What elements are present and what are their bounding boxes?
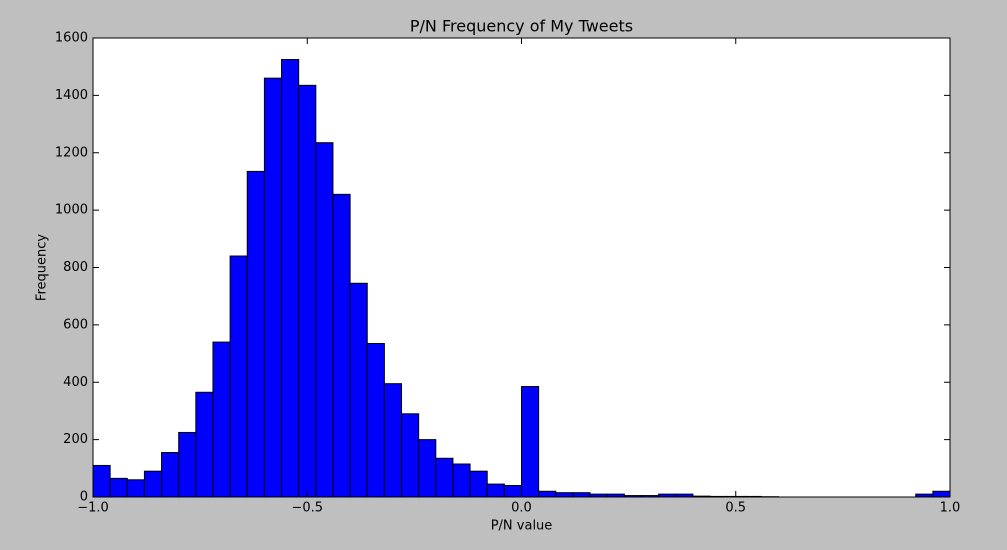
bar — [538, 490, 557, 498]
x-tick-label: −0.5 — [291, 501, 323, 516]
x-tick-label: 1.0 — [940, 501, 961, 516]
bar — [383, 383, 403, 498]
bar — [195, 391, 214, 498]
bar — [521, 386, 540, 498]
bar — [178, 431, 197, 498]
bar — [263, 77, 283, 498]
bar — [418, 439, 437, 498]
bar — [555, 492, 574, 498]
x-axis-label: P/N value — [491, 519, 553, 534]
y-tick-label: 1400 — [55, 88, 88, 103]
bar — [109, 477, 128, 498]
y-axis-label: Frequency — [35, 234, 50, 301]
y-tick-label: 1600 — [55, 31, 88, 46]
bar — [92, 464, 111, 498]
y-tick-label: 1200 — [55, 145, 88, 160]
bar — [161, 452, 180, 498]
x-tick-label: −1.0 — [77, 501, 109, 516]
bar — [572, 492, 591, 498]
y-tick-label: 800 — [63, 260, 88, 275]
y-tick-label: 0 — [80, 490, 88, 505]
bar — [401, 413, 420, 498]
y-tick-label: 1000 — [55, 203, 88, 218]
bar — [229, 255, 248, 498]
bar — [315, 142, 334, 498]
x-tick-label: 0.5 — [725, 501, 746, 516]
bar — [486, 483, 505, 498]
bar — [298, 84, 317, 498]
bar — [435, 457, 454, 498]
bar — [932, 490, 951, 498]
y-tick-label: 600 — [63, 317, 88, 332]
bar — [212, 341, 231, 498]
bar — [349, 282, 368, 498]
bar — [503, 485, 522, 498]
chart-title: P/N Frequency of My Tweets — [410, 17, 633, 36]
bar — [281, 59, 300, 498]
y-tick-label: 200 — [63, 432, 88, 447]
bar — [452, 463, 471, 498]
bar — [143, 470, 163, 498]
x-tick-label: 0.0 — [511, 501, 532, 516]
bar — [246, 170, 265, 498]
bar — [366, 343, 385, 498]
bar — [469, 470, 488, 498]
bar — [332, 193, 351, 498]
y-tick-label: 400 — [63, 375, 88, 390]
bar — [126, 479, 145, 498]
